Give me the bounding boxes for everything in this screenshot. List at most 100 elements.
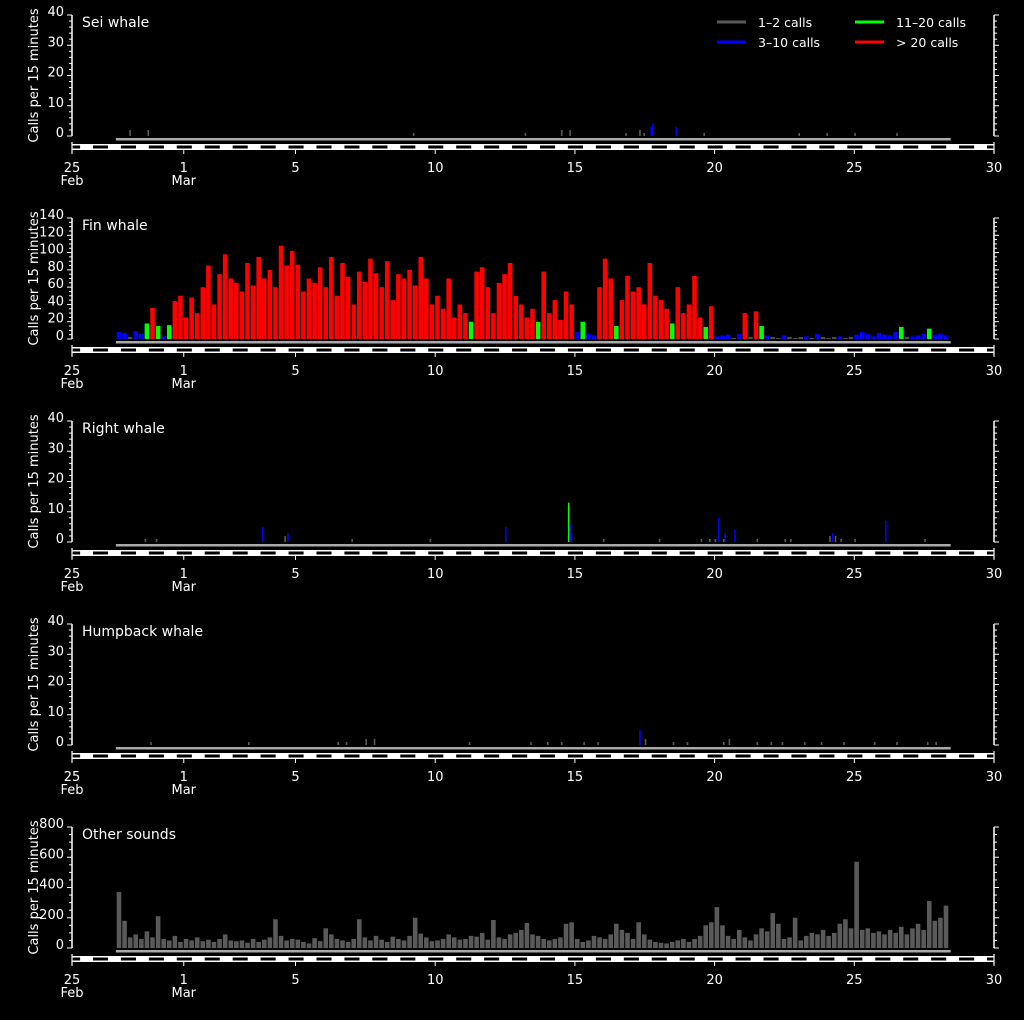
night-band xyxy=(512,551,528,555)
night-band xyxy=(819,551,835,555)
bar xyxy=(859,332,865,339)
bar xyxy=(340,940,345,948)
night-band xyxy=(484,551,500,555)
bar xyxy=(150,937,155,948)
bar xyxy=(401,940,407,948)
bar xyxy=(591,335,597,339)
event-bar xyxy=(734,529,736,542)
bar xyxy=(787,337,792,339)
night-band xyxy=(903,551,919,555)
bar xyxy=(602,938,608,948)
bar xyxy=(329,256,334,339)
bar xyxy=(356,271,362,339)
bar xyxy=(396,274,401,339)
y-tick-label: 40 xyxy=(47,5,64,20)
y-tick-label: 0 xyxy=(56,126,64,141)
event-bar xyxy=(924,538,926,542)
event-bar xyxy=(129,129,131,136)
bar xyxy=(429,304,435,339)
night-band xyxy=(92,754,109,758)
bar xyxy=(558,319,563,339)
night-band xyxy=(847,551,863,555)
bar xyxy=(245,942,250,948)
bar xyxy=(574,332,580,339)
bar xyxy=(239,291,245,339)
bar xyxy=(301,941,306,948)
bar xyxy=(155,326,161,339)
night-band xyxy=(120,551,136,555)
panel-title: Right whale xyxy=(82,421,165,437)
x-tick-label: 15 xyxy=(567,567,584,582)
bar xyxy=(541,938,546,948)
night-band xyxy=(819,145,835,149)
y-tick-label: 10 xyxy=(47,705,64,720)
bar xyxy=(636,922,641,948)
event-bar xyxy=(722,741,725,745)
bar xyxy=(228,940,234,948)
bar xyxy=(368,258,373,339)
event-bar xyxy=(248,741,250,745)
bar xyxy=(239,940,245,948)
bar xyxy=(899,926,904,948)
night-band xyxy=(539,348,556,352)
bar xyxy=(826,935,831,948)
y-tick-label: 20 xyxy=(47,472,64,487)
bar xyxy=(166,940,172,948)
bar xyxy=(709,922,714,948)
bar xyxy=(563,923,569,948)
bar xyxy=(608,934,614,948)
night-band xyxy=(875,348,891,352)
event-bar xyxy=(709,538,711,542)
y-tick-label: 40 xyxy=(47,294,64,309)
y-tick-label: 0 xyxy=(56,532,64,547)
bar xyxy=(345,941,351,948)
y-tick-label: 10 xyxy=(47,96,64,111)
bar xyxy=(127,337,133,339)
event-bar xyxy=(651,123,654,136)
bar xyxy=(284,940,289,948)
event-bar xyxy=(602,538,605,542)
event-bar xyxy=(546,741,549,745)
event-bar xyxy=(560,741,563,745)
event-bar xyxy=(144,538,147,542)
bar xyxy=(267,269,273,339)
bar xyxy=(144,931,150,948)
bar xyxy=(312,282,317,339)
x-tick-label: 10 xyxy=(427,161,444,176)
bar xyxy=(485,939,491,948)
x-tick-label: 15 xyxy=(567,364,584,379)
day-night-bar xyxy=(72,550,994,556)
bar xyxy=(843,338,848,339)
bar xyxy=(837,336,843,339)
y-tick-label: 20 xyxy=(47,312,64,327)
night-band xyxy=(651,145,667,149)
bar xyxy=(630,938,636,948)
bar xyxy=(591,935,597,948)
bar xyxy=(530,308,535,339)
night-band xyxy=(456,754,472,758)
x-tick-label: 1 xyxy=(180,973,188,988)
bar xyxy=(742,313,748,339)
y-axis-label: Calls per 15 minutes xyxy=(27,617,42,751)
night-band xyxy=(72,957,81,961)
night-band xyxy=(428,551,444,555)
y-tick-label: 0 xyxy=(56,329,64,344)
night-band xyxy=(931,145,947,149)
x-month-label: Mar xyxy=(171,986,196,1001)
event-bar xyxy=(583,741,585,745)
x-tick-label: 25 xyxy=(846,161,863,176)
bar xyxy=(647,939,653,948)
night-band xyxy=(651,957,667,961)
bar xyxy=(703,326,709,339)
night-band xyxy=(400,348,416,352)
bar xyxy=(697,317,703,339)
night-band xyxy=(959,957,975,961)
bar xyxy=(362,281,368,339)
bar xyxy=(463,313,468,339)
night-band xyxy=(931,551,947,555)
bar xyxy=(887,929,893,948)
panel-sei-whale: Sei whale Calls per 15 minutes 0 10 20 30 40 25… xyxy=(27,5,1002,189)
bar xyxy=(334,938,340,948)
x-tick-label: 1 xyxy=(180,567,188,582)
y-tick-label: 0 xyxy=(56,938,64,953)
